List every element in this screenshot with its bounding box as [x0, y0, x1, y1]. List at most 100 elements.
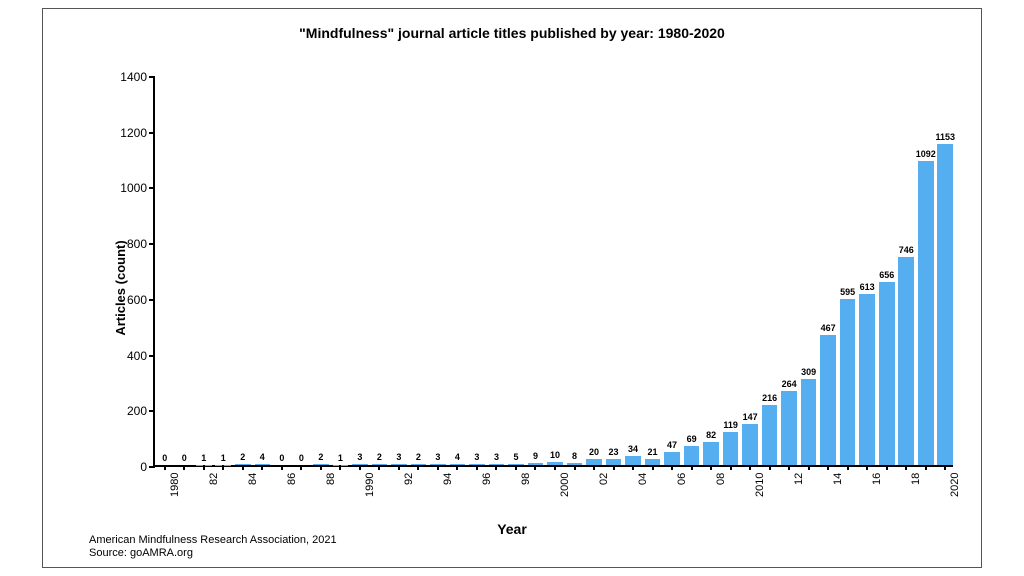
- bar-value-label: 0: [182, 453, 187, 463]
- ytick-label: 400: [107, 349, 147, 363]
- xtick-label: 18: [910, 473, 922, 485]
- xtick-mark: [515, 465, 517, 470]
- bar-value-label: 0: [279, 453, 284, 463]
- ytick-label: 200: [107, 404, 147, 418]
- xtick-mark: [554, 465, 556, 470]
- bar-value-label: 2: [318, 452, 323, 462]
- xtick-label: 96: [481, 473, 493, 485]
- bar-value-label: 3: [396, 452, 401, 462]
- ytick-label: 1200: [107, 126, 147, 140]
- xtick-label: 92: [403, 473, 415, 485]
- attribution: American Mindfulness Research Associatio…: [89, 534, 337, 562]
- bar-value-label: 147: [743, 412, 758, 422]
- ytick-label: 0: [107, 460, 147, 474]
- plot-area: 0200400600800100012001400019800182128440…: [153, 77, 953, 467]
- bar-value-label: 9: [533, 451, 538, 461]
- bar-value-label: 1092: [916, 149, 936, 159]
- xtick-mark: [944, 465, 946, 470]
- ytick-mark: [149, 299, 155, 301]
- attribution-line2: Source: goAMRA.org: [89, 547, 337, 561]
- bar: [898, 257, 914, 465]
- xtick-mark: [593, 465, 595, 470]
- xtick-label: 84: [247, 473, 259, 485]
- bar-value-label: 0: [162, 453, 167, 463]
- bar: [781, 391, 797, 465]
- xtick-label: 88: [325, 473, 337, 485]
- attribution-line1: American Mindfulness Research Associatio…: [89, 534, 337, 548]
- xtick-mark: [398, 465, 400, 470]
- xtick-mark: [222, 465, 224, 470]
- xtick-label: 06: [676, 473, 688, 485]
- xtick-mark: [808, 465, 810, 470]
- xtick-mark: [632, 465, 634, 470]
- bar: [937, 144, 953, 465]
- bar-value-label: 467: [821, 323, 836, 333]
- xtick-label: 16: [871, 473, 883, 485]
- ytick-mark: [149, 132, 155, 134]
- xtick-label: 1980: [169, 473, 181, 497]
- bar-value-label: 264: [782, 379, 797, 389]
- bar-value-label: 23: [609, 447, 619, 457]
- xtick-mark: [710, 465, 712, 470]
- ytick-mark: [149, 355, 155, 357]
- bar: [723, 432, 739, 465]
- xtick-label: 04: [637, 473, 649, 485]
- xtick-mark: [339, 465, 341, 470]
- bar-value-label: 69: [687, 434, 697, 444]
- xtick-mark: [359, 465, 361, 470]
- bar-value-label: 82: [706, 430, 716, 440]
- xtick-mark: [827, 465, 829, 470]
- bar-value-label: 47: [667, 440, 677, 450]
- bar-value-label: 1: [221, 453, 226, 463]
- xtick-mark: [203, 465, 205, 470]
- xtick-mark: [281, 465, 283, 470]
- xtick-mark: [788, 465, 790, 470]
- xtick-mark: [574, 465, 576, 470]
- bar-value-label: 34: [628, 444, 638, 454]
- bar-value-label: 746: [899, 245, 914, 255]
- xtick-mark: [300, 465, 302, 470]
- xtick-label: 12: [793, 473, 805, 485]
- bar-value-label: 0: [299, 453, 304, 463]
- bar-value-label: 2: [416, 452, 421, 462]
- bar-value-label: 4: [455, 452, 460, 462]
- bar-value-label: 613: [860, 282, 875, 292]
- xtick-label: 2010: [754, 473, 766, 497]
- bar-value-label: 4: [260, 452, 265, 462]
- bar: [742, 424, 758, 465]
- xtick-label: 1990: [364, 473, 376, 497]
- bar-value-label: 3: [435, 452, 440, 462]
- bar: [879, 282, 895, 465]
- xtick-mark: [866, 465, 868, 470]
- y-axis-label: Articles (count): [113, 240, 128, 335]
- bar-value-label: 656: [879, 270, 894, 280]
- xtick-mark: [671, 465, 673, 470]
- xtick-mark: [691, 465, 693, 470]
- xtick-mark: [320, 465, 322, 470]
- bar: [703, 442, 719, 465]
- bar: [859, 294, 875, 465]
- xtick-mark: [261, 465, 263, 470]
- xtick-mark: [378, 465, 380, 470]
- ytick-mark: [149, 187, 155, 189]
- xtick-label: 08: [715, 473, 727, 485]
- bar-value-label: 5: [513, 452, 518, 462]
- chart-frame: "Mindfulness" journal article titles pub…: [42, 8, 982, 568]
- xtick-mark: [905, 465, 907, 470]
- xtick-mark: [769, 465, 771, 470]
- xtick-label: 2020: [949, 473, 961, 497]
- xtick-mark: [534, 465, 536, 470]
- bar-value-label: 8: [572, 451, 577, 461]
- xtick-label: 14: [832, 473, 844, 485]
- ytick-label: 1400: [107, 70, 147, 84]
- bar-value-label: 20: [589, 447, 599, 457]
- bar-value-label: 1: [338, 453, 343, 463]
- bar-value-label: 2: [377, 452, 382, 462]
- xtick-label: 2000: [559, 473, 571, 497]
- ytick-mark: [149, 76, 155, 78]
- xtick-label: 94: [442, 473, 454, 485]
- bar: [762, 405, 778, 465]
- bar-value-label: 309: [801, 367, 816, 377]
- xtick-label: 02: [598, 473, 610, 485]
- xtick-label: 82: [208, 473, 220, 485]
